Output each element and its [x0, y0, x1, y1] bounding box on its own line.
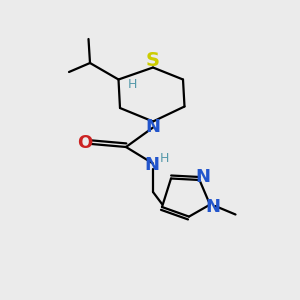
Text: N: N [144, 156, 159, 174]
Text: H: H [160, 152, 169, 165]
Text: S: S [146, 51, 160, 70]
Text: N: N [196, 168, 211, 186]
Text: O: O [77, 134, 92, 152]
Text: N: N [206, 198, 220, 216]
Text: N: N [146, 118, 160, 136]
Text: H: H [127, 78, 137, 92]
